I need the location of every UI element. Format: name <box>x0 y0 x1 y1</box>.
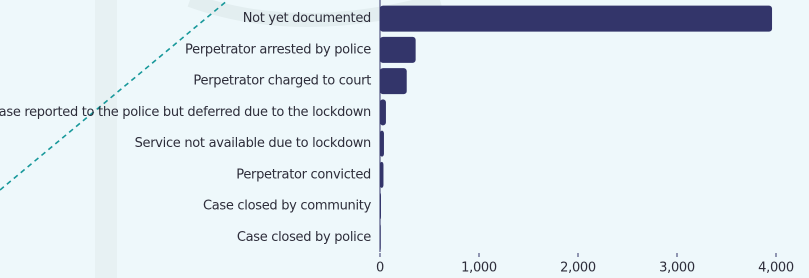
bar <box>380 6 772 32</box>
bar <box>380 131 384 157</box>
bar <box>380 162 383 188</box>
bar <box>380 68 407 94</box>
x-tick-label: 4,000 <box>758 261 794 276</box>
x-tick-label: 0 <box>376 261 384 276</box>
chart: 0 1,000 2,000 3,000 4,000 Not yet documented P… <box>0 0 809 278</box>
bar <box>380 99 386 125</box>
y-tick-label: Perpetrator convicted <box>236 167 371 182</box>
y-tick-label: Perpetrator charged to court <box>193 74 371 89</box>
y-tick-label: Case closed by community <box>203 199 372 214</box>
bar <box>380 37 416 63</box>
x-tick-label: 1,000 <box>461 261 497 276</box>
bar <box>380 224 381 250</box>
x-tick-label: 2,000 <box>560 261 596 276</box>
page: 0 1,000 2,000 3,000 4,000 Not yet documented P… <box>0 0 809 278</box>
y-tick-label: Service not available due to lockdown <box>135 136 371 151</box>
y-tick-label: Case closed by police <box>237 230 371 245</box>
bar <box>380 193 381 219</box>
y-tick-label: Not yet documented <box>243 11 371 26</box>
x-tick-label: 3,000 <box>659 261 695 276</box>
y-tick-label: Perpetrator arrested by police <box>185 42 371 57</box>
decoration <box>95 0 117 278</box>
y-tick-label: Case reported to the police but deferred… <box>0 105 371 120</box>
